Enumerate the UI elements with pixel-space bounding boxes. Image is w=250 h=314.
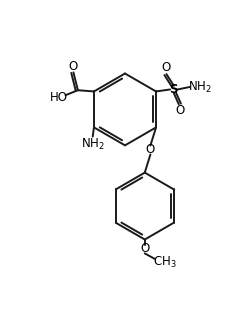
Text: CH$_3$: CH$_3$ — [154, 255, 177, 270]
Text: HO: HO — [50, 91, 68, 104]
Text: O: O — [140, 242, 149, 255]
Text: O: O — [69, 60, 78, 73]
Text: NH$_2$: NH$_2$ — [188, 79, 212, 95]
Text: O: O — [176, 104, 185, 117]
Text: NH$_2$: NH$_2$ — [81, 137, 104, 152]
Text: S: S — [170, 83, 178, 96]
Text: O: O — [146, 143, 155, 156]
Text: O: O — [162, 62, 171, 74]
